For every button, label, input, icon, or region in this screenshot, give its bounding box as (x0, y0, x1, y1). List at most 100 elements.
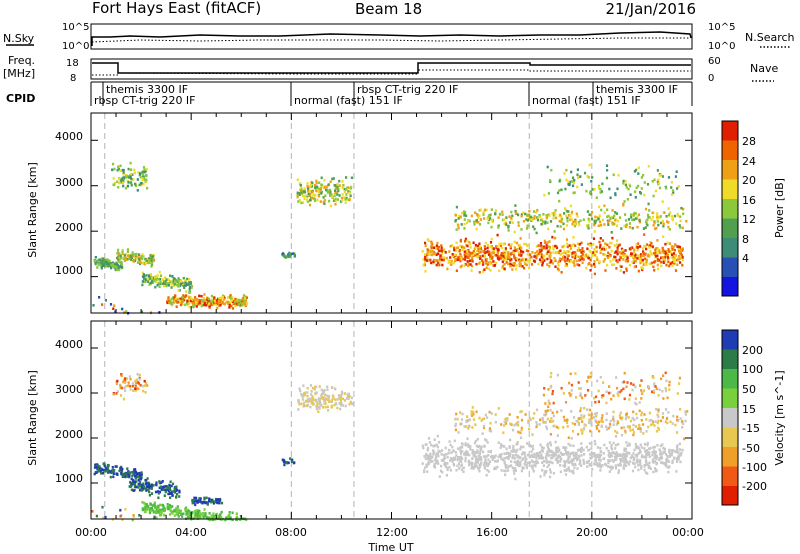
scatter-cell (173, 279, 176, 282)
scatter-cell (431, 460, 434, 463)
scatter-cell (554, 236, 557, 240)
power-ytick-1000: 1000 (55, 264, 83, 277)
scatter-cell (550, 417, 553, 420)
scatter-cell (471, 256, 474, 259)
scatter-cell (474, 211, 477, 214)
scatter-cell (124, 389, 127, 392)
scatter-cell (180, 299, 183, 303)
scatter-cell (323, 397, 326, 400)
scatter-cell (490, 412, 493, 415)
scatter-cell (624, 431, 627, 434)
scatter-cell (548, 261, 551, 265)
scatter-cell (573, 466, 576, 470)
scatter-cell (235, 517, 238, 520)
scatter-cell (440, 244, 443, 247)
scatter-cell (135, 252, 138, 256)
scatter-cell (506, 257, 509, 261)
scatter-cell (327, 409, 330, 412)
scatter-cell (647, 253, 650, 256)
scatter-cell (134, 383, 137, 387)
scatter-cell (500, 423, 503, 426)
scatter-cell (164, 488, 168, 492)
scatter-cell (336, 193, 339, 196)
scatter-cell (594, 457, 597, 461)
scatter-cell (118, 181, 121, 185)
scatter-cell (125, 474, 128, 478)
scatter-cell (611, 451, 614, 455)
scatter-cell (177, 515, 180, 518)
scatter-cell (457, 456, 460, 459)
scatter-cell (166, 301, 169, 305)
scatter-cell (341, 404, 344, 407)
scatter-cell (152, 510, 156, 513)
scatter-cell (141, 253, 144, 256)
scatter-cell (676, 444, 679, 447)
scatter-cell (544, 471, 548, 474)
scatter-cell (437, 440, 441, 444)
scatter-cell (628, 222, 632, 225)
scatter-cell (348, 395, 351, 398)
scatter-cell (606, 255, 609, 258)
scatter-cell (564, 448, 567, 452)
scatter-cell (643, 413, 646, 416)
scatter-cell (644, 245, 647, 248)
scatter-cell (678, 224, 681, 227)
scatter-cell (489, 213, 492, 217)
scatter-cell (157, 278, 160, 281)
scatter-cell (552, 419, 555, 423)
scatter-cell (600, 190, 604, 193)
scatter-cell (602, 381, 605, 384)
scatter-cell (473, 220, 476, 224)
scatter-cell (177, 509, 180, 512)
scatter-cell (446, 455, 449, 459)
scatter-cell (596, 258, 599, 261)
scatter-cell (503, 222, 506, 226)
scatter-cell (97, 465, 100, 468)
scatter-cell (304, 399, 308, 403)
scatter-cell (524, 413, 527, 416)
scatter-cell (337, 187, 340, 191)
scatter-cell (500, 253, 503, 257)
scatter-cell (634, 397, 637, 400)
scatter-cell (524, 455, 527, 459)
scatter-cell (594, 400, 597, 404)
scatter-cell (643, 447, 646, 450)
scatter-cell (454, 428, 457, 432)
scatter-cell (631, 428, 634, 431)
scatter-cell (555, 457, 558, 461)
scatter-cell (607, 461, 610, 465)
scatter-cell (476, 461, 479, 464)
scatter-cell (429, 250, 432, 254)
scatter-cell (522, 219, 525, 223)
scatter-cell (543, 473, 546, 477)
scatter-cell (655, 227, 658, 230)
scatter-cell (145, 178, 148, 182)
scatter-cell (561, 453, 564, 456)
scatter-cell (602, 260, 605, 263)
scatter-cell (624, 183, 627, 187)
scatter-cell (668, 228, 671, 231)
scatter-cell (653, 424, 656, 427)
scatter-cell (223, 302, 226, 306)
scatter-cell (665, 215, 668, 218)
scatter-cell (474, 243, 477, 247)
scatter-cell (100, 472, 103, 475)
scatter-cell (661, 250, 664, 253)
scatter-cell (198, 514, 201, 517)
scatter-cell (624, 456, 627, 460)
scatter-cell (654, 460, 657, 463)
scatter-cell (340, 404, 343, 407)
scatter-cell (309, 192, 312, 196)
scatter-cell (324, 402, 327, 405)
scatter-cell (507, 451, 510, 455)
scatter-cell (565, 263, 568, 266)
scatter-cell (520, 214, 523, 218)
vel-colorbar-bin-9 (722, 486, 738, 505)
scatter-cell (652, 215, 655, 219)
scatter-cell (553, 258, 556, 262)
scatter-cell (283, 463, 286, 467)
scatter-cell (548, 475, 552, 479)
scatter-cell (563, 250, 566, 253)
scatter-cell (100, 266, 103, 270)
scatter-cell (306, 394, 309, 398)
